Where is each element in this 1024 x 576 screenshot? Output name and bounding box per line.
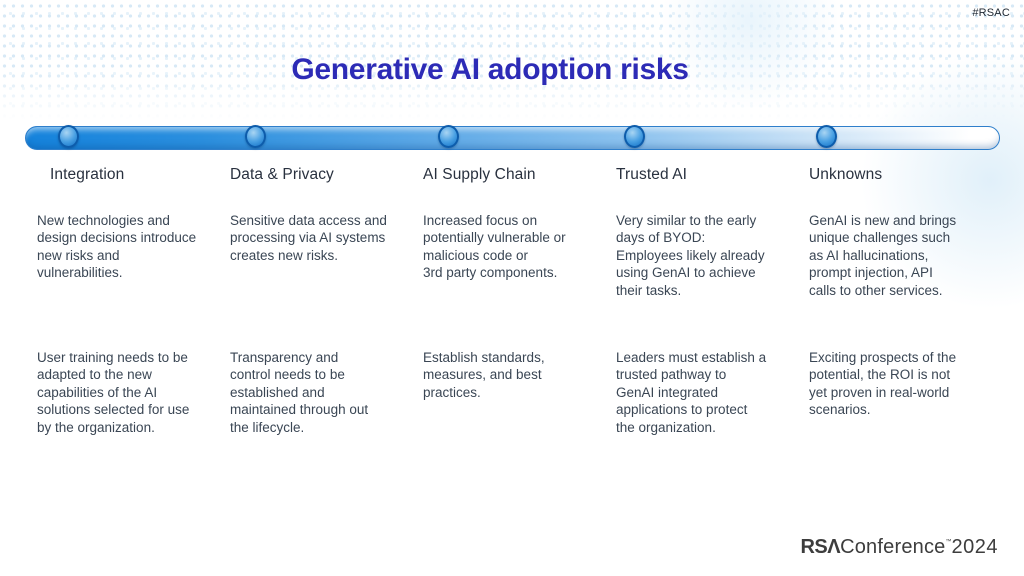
column-mitigation-text: Exciting prospects of the potential, the… [809,350,957,418]
column-trusted-ai: Trusted AI Very similar to the early day… [616,165,796,436]
column-integration: Integration New technologies and design … [37,165,217,436]
timeline-node-integration [58,125,80,148]
timeline-node-trusted-ai [624,125,646,148]
timeline-node-data-privacy [244,125,266,148]
column-data-privacy: Data & Privacy Sensitive data access and… [230,165,410,436]
column-title: Unknowns [809,166,883,183]
column-title: Data & Privacy [230,166,334,183]
timeline-node-ai-supply-chain [437,125,459,148]
logo-conference: Conference [840,536,946,558]
column-mitigation-text: Leaders must establish a trusted pathway… [616,350,767,435]
column-risk-text: Sensitive data access and processing via… [230,213,387,263]
logo-year: 2024 [951,536,998,558]
column-risk-text: Increased focus on potentially vulnerabl… [423,213,566,281]
column-risk-text: New technologies and design decisions in… [37,213,197,281]
column-mitigation-text: Establish standards, measures, and best … [423,350,545,400]
column-mitigation-text: Transparency and control needs to be est… [230,350,369,435]
column-risk-text: Very similar to the early days of BYOD: … [616,213,765,298]
rsa-conference-logo: RSΛConference™2024 [800,536,998,559]
column-unknowns: Unknowns GenAI is new and brings unique … [809,165,989,436]
hashtag-rsac: #RSAC [972,7,1010,19]
column-risk-text: GenAI is new and brings unique challenge… [809,213,957,298]
logo-rsa: RSΛ [800,536,841,558]
column-title: Integration [50,166,125,183]
column-title: Trusted AI [616,166,688,183]
timeline-node-unknowns [816,125,838,148]
columns-grid: Integration New technologies and design … [37,165,989,436]
column-ai-supply-chain: AI Supply Chain Increased focus on poten… [423,165,603,436]
timeline-bar [25,125,1000,150]
page-title: Generative AI adoption risks [291,53,689,87]
background-dot-pattern [0,0,1024,120]
column-title: AI Supply Chain [423,166,536,183]
column-mitigation-text: User training needs to be adapted to the… [37,350,190,435]
logo-trademark: ™ [945,539,952,545]
